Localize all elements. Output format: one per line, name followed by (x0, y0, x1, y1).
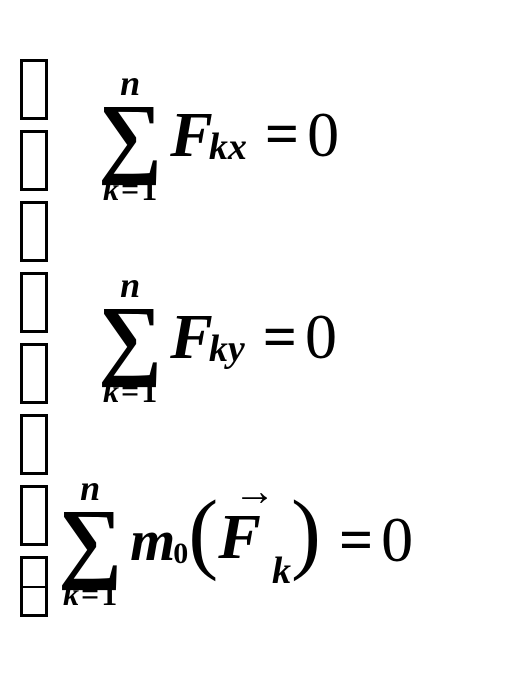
sum-lower-limit: k = 1 (103, 375, 157, 407)
moment-var: m (130, 507, 175, 574)
sum-block: n ∑ k = 1 (58, 470, 122, 610)
right-paren: ) (291, 481, 321, 584)
force-var: F (170, 300, 213, 374)
force-subscript: ky (209, 327, 245, 371)
brace-segment (20, 272, 48, 333)
sigma-symbol: ∑ (98, 303, 162, 375)
equals-sign: = (265, 100, 299, 169)
sum-index-eq: = (121, 173, 139, 205)
sum-index-start: 1 (101, 578, 117, 610)
brace-segment (20, 485, 48, 546)
sum-index-eq: = (121, 375, 139, 407)
sum-index-var: k (103, 375, 119, 407)
force-var: F (170, 98, 213, 172)
rhs-zero: 0 (305, 300, 337, 374)
equals-sign: = (339, 506, 373, 575)
rhs-zero: 0 (307, 98, 339, 172)
left-brace (20, 49, 48, 627)
rhs-zero: 0 (381, 503, 413, 577)
brace-segment-split (20, 556, 48, 617)
equals-sign: = (263, 303, 297, 372)
sum-index-var: k (63, 578, 79, 610)
sum-index-eq: = (81, 578, 99, 610)
equation-system: n ∑ k = 1 F kx = 0 n ∑ k = 1 (20, 49, 413, 627)
equation-fx: n ∑ k = 1 F kx = 0 (98, 65, 413, 205)
sum-lower-limit: k = 1 (103, 173, 157, 205)
sum-index-start: 1 (141, 173, 157, 205)
sigma-symbol: ∑ (58, 506, 122, 578)
equation-moment: n ∑ k = 1 m 0 ( → F k ) = 0 (58, 470, 413, 610)
sum-lower-limit: k = 1 (63, 578, 117, 610)
sum-block: n ∑ k = 1 (98, 267, 162, 407)
sum-block: n ∑ k = 1 (98, 65, 162, 205)
brace-segment (20, 343, 48, 404)
left-paren: ( (188, 481, 218, 584)
force-subscript: kx (209, 125, 247, 169)
sum-index-var: k (103, 173, 119, 205)
sigma-symbol: ∑ (98, 101, 162, 173)
equation-fy: n ∑ k = 1 F ky = 0 (98, 267, 413, 407)
vector-wrap: → F k (218, 500, 291, 581)
brace-segment (20, 130, 48, 191)
force-subscript: k (272, 550, 291, 592)
sum-index-start: 1 (141, 375, 157, 407)
vector-arrow: → (234, 468, 276, 516)
brace-segment (20, 59, 48, 120)
brace-segment (20, 414, 48, 475)
brace-segment (20, 201, 48, 262)
equations-column: n ∑ k = 1 F kx = 0 n ∑ k = 1 (58, 49, 413, 627)
moment-subscript: 0 (173, 537, 188, 571)
